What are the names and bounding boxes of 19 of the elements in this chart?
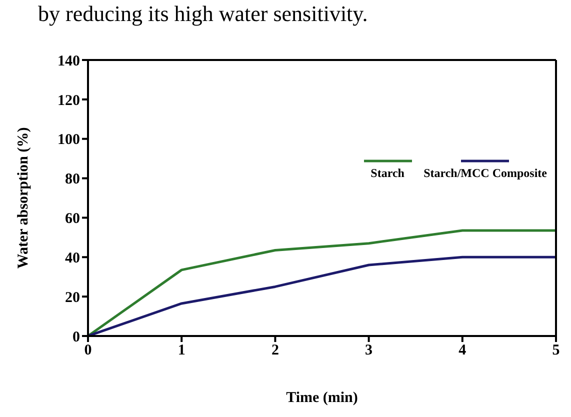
x-axis-title: Time (min)	[286, 390, 358, 406]
y-tick-label: 120	[58, 92, 80, 109]
x-tick-label: 5	[552, 342, 560, 359]
x-tick-label: 0	[84, 342, 92, 359]
y-tick-label: 60	[65, 211, 80, 228]
legend-label: Starch	[370, 166, 404, 181]
y-axis-title: Water absorption (%)	[15, 127, 32, 269]
y-tick-label: 0	[72, 329, 80, 346]
y-tick-label: 100	[58, 132, 80, 148]
x-tick-label: 3	[365, 342, 373, 359]
legend-label: Starch/MCC Composite	[424, 166, 547, 181]
y-tick-label: 80	[65, 172, 80, 188]
text: by reducing its high water sensitivity.	[38, 1, 369, 26]
y-tick-label: 40	[65, 250, 80, 266]
x-tick-label: 2	[271, 342, 279, 359]
y-tick-label: 20	[65, 290, 80, 306]
x-tick-label: 1	[178, 342, 186, 359]
y-tick-label: 140	[58, 53, 80, 70]
x-tick-label: 4	[458, 342, 467, 359]
